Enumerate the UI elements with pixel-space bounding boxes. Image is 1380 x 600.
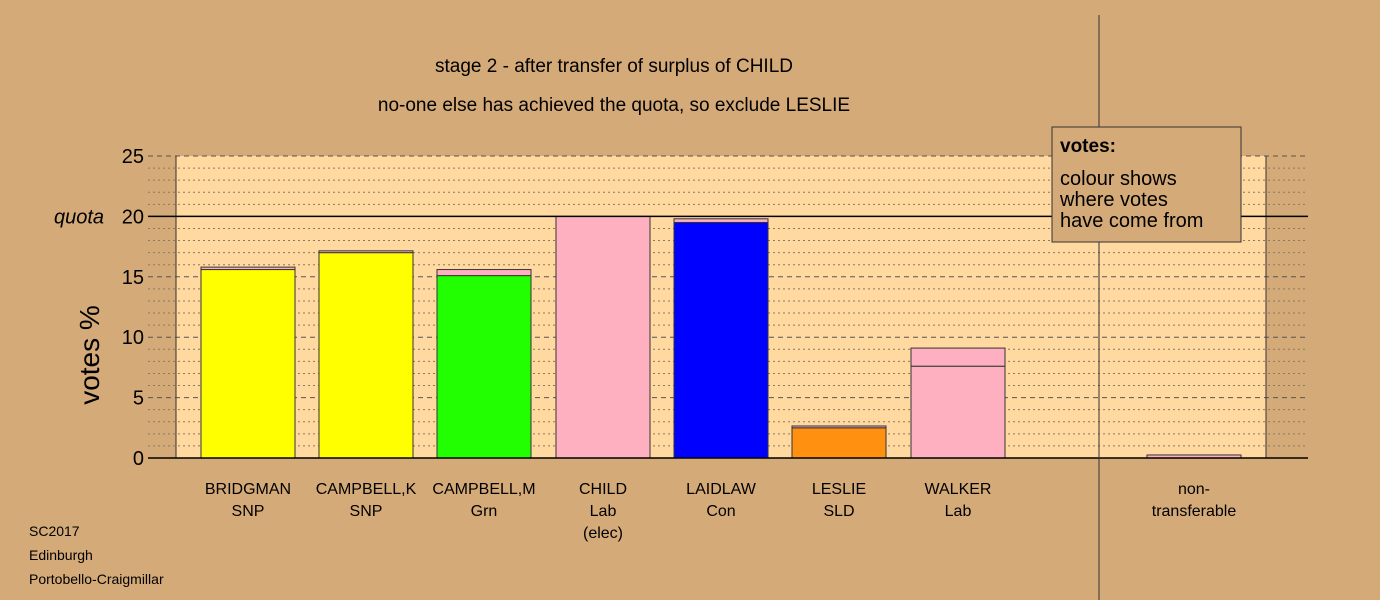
- chart-title-line-2: no-one else has achieved the quota, so e…: [378, 95, 850, 116]
- bar-segment: [200, 269, 296, 459]
- legend-line-1: colour shows: [1060, 168, 1177, 190]
- category-label: transferable: [1152, 503, 1237, 520]
- category-label: WALKER: [925, 481, 992, 498]
- quota-label: quota: [54, 206, 104, 228]
- y-tick-label: 25: [122, 146, 144, 168]
- category-label: SNP: [232, 503, 265, 520]
- y-tick-label: 20: [122, 206, 144, 228]
- bar-segment: [318, 252, 414, 459]
- bar-segment: [436, 269, 532, 277]
- category-label: CHILD: [579, 481, 627, 498]
- y-tick-label: 5: [133, 388, 144, 410]
- legend: votes: colour shows where votes have com…: [1051, 126, 1242, 243]
- category-label: Lab: [590, 503, 617, 520]
- category-label: (elec): [583, 525, 623, 542]
- y-axis-label: votes %: [74, 305, 105, 405]
- category-label: CAMPBELL,K: [316, 481, 417, 498]
- y-tick-label: 10: [122, 327, 144, 349]
- category-label: Grn: [471, 503, 498, 520]
- legend-line-3: have come from: [1060, 210, 1203, 232]
- legend-box: [1051, 126, 1242, 243]
- category-label: non-: [1178, 481, 1210, 498]
- category-labels: BRIDGMAN SNP CAMPBELL,K SNP CAMPBELL,M Grn CHI…: [205, 481, 1236, 542]
- bar-segment: [673, 221, 769, 459]
- bar-segment: [910, 347, 1006, 367]
- category-label: LAIDLAW: [686, 481, 757, 498]
- footer-line-2: Edinburgh: [29, 547, 93, 563]
- chart-title-line-1: stage 2 - after transfer of surplus of C…: [435, 56, 793, 77]
- bars: [200, 215, 1242, 459]
- y-tick-label: 15: [122, 267, 144, 289]
- y-tick-label: 0: [133, 448, 144, 470]
- category-label: SLD: [823, 503, 854, 520]
- legend-title: votes:: [1060, 136, 1116, 157]
- category-label: Con: [706, 503, 735, 520]
- bar-segment: [200, 266, 296, 271]
- category-label: BRIDGMAN: [205, 481, 291, 498]
- category-label: Lab: [945, 503, 972, 520]
- footer-line-1: SC2017: [29, 523, 80, 539]
- category-label: CAMPBELL,M: [432, 481, 535, 498]
- bar-segment: [673, 218, 769, 223]
- y-ticks: 0 5 10 15 20 25: [122, 146, 144, 470]
- legend-line-2: where votes: [1059, 189, 1168, 211]
- category-label: LESLIE: [812, 481, 866, 498]
- bar-segment: [318, 250, 414, 254]
- bar-segment: [791, 427, 887, 459]
- footer-line-3: Portobello-Craigmillar: [29, 571, 164, 587]
- bar-segment: [555, 215, 651, 459]
- bar-segment: [436, 275, 532, 459]
- category-label: SNP: [350, 503, 383, 520]
- bar-segment: [791, 425, 887, 429]
- bar-segment: [910, 365, 1006, 459]
